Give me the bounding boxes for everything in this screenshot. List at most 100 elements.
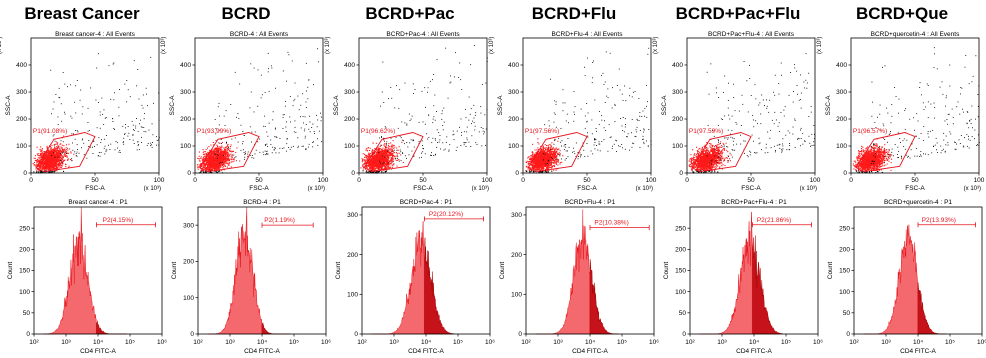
scatter-point	[132, 134, 134, 136]
scatter-point	[413, 93, 414, 94]
scatter-point	[51, 153, 53, 155]
scatter-point	[368, 168, 370, 170]
scatter-x-label: FSC-A	[85, 185, 105, 192]
scatter-point	[317, 48, 318, 50]
scatter-point	[50, 167, 52, 169]
scatter-point	[218, 156, 220, 158]
scatter-point	[50, 169, 52, 171]
scatter-point	[224, 148, 226, 150]
scatter-point	[58, 145, 60, 147]
scatter-point	[226, 149, 228, 151]
scatter-point	[60, 162, 62, 164]
scatter-point	[59, 149, 61, 151]
scatter-point	[221, 165, 223, 167]
scatter-point	[223, 152, 225, 154]
scatter-point	[371, 165, 373, 167]
scatter-point	[311, 127, 313, 128]
scatter-point	[53, 161, 55, 163]
scatter-point	[216, 166, 218, 168]
scatter-point	[64, 153, 66, 155]
scatter-point	[266, 152, 268, 154]
histogram-y-tick-label: 150	[19, 268, 30, 275]
scatter-point	[39, 167, 41, 169]
scatter-point	[362, 159, 364, 161]
scatter-point	[297, 95, 299, 97]
scatter-point	[44, 151, 46, 153]
scatter-point	[370, 161, 372, 163]
scatter-point	[223, 161, 225, 163]
scatter-point	[56, 153, 58, 155]
scatter-point	[298, 109, 300, 111]
scatter-point	[230, 104, 232, 105]
scatter-point	[105, 117, 107, 118]
scatter-point	[41, 167, 43, 169]
scatter-point	[442, 129, 444, 131]
scatter-point	[539, 167, 541, 169]
scatter-point	[384, 160, 386, 162]
scatter-point	[220, 153, 222, 155]
scatter-point	[103, 109, 105, 111]
scatter-point	[45, 157, 47, 159]
scatter-point	[389, 154, 391, 156]
scatter-point	[215, 171, 217, 173]
scatter-point	[37, 154, 39, 156]
scatter-point	[47, 149, 49, 151]
scatter-point	[396, 153, 398, 155]
scatter-point	[215, 151, 217, 153]
scatter-point	[150, 144, 152, 146]
scatter-point	[40, 161, 42, 163]
scatter-point	[365, 155, 367, 157]
scatter-point	[447, 97, 449, 99]
scatter-point	[387, 150, 389, 152]
scatter-point	[387, 158, 389, 160]
scatter-point	[75, 153, 77, 155]
scatter-point	[37, 168, 39, 170]
scatter-point	[137, 141, 139, 143]
scatter-point	[471, 123, 472, 125]
scatter-point	[43, 163, 45, 165]
scatter-point	[385, 159, 387, 161]
scatter-point	[390, 142, 392, 144]
scatter-point	[228, 160, 230, 162]
scatter-point	[209, 162, 211, 164]
scatter-point	[367, 165, 369, 167]
scatter-point	[237, 141, 239, 143]
scatter-point	[375, 156, 377, 158]
scatter-point	[375, 158, 377, 160]
scatter-point	[206, 169, 208, 171]
scatter-x-label: FSC-A	[413, 185, 433, 192]
scatter-point	[244, 158, 245, 160]
scatter-point	[51, 160, 53, 162]
scatter-point	[453, 133, 455, 135]
scatter-point	[385, 151, 387, 153]
scatter-point	[217, 153, 218, 155]
scatter-point	[57, 160, 59, 162]
scatter-x-multiplier: (x 10³)	[144, 186, 161, 192]
scatter-point	[46, 166, 48, 168]
scatter-point	[59, 151, 61, 153]
scatter-point	[218, 102, 220, 104]
scatter-point	[381, 148, 383, 150]
scatter-point	[36, 170, 38, 172]
scatter-point	[385, 154, 387, 156]
scatter-point	[381, 136, 382, 137]
scatter-point	[282, 114, 284, 116]
scatter-point	[54, 159, 56, 161]
scatter-point	[212, 158, 214, 160]
scatter-point	[235, 160, 237, 162]
scatter-point	[220, 165, 222, 167]
scatter-point	[74, 151, 76, 153]
scatter-point	[367, 159, 369, 161]
scatter-point	[215, 163, 217, 165]
scatter-point	[402, 153, 404, 154]
scatter-point	[205, 172, 207, 174]
scatter-point	[205, 160, 207, 162]
scatter-point	[48, 159, 50, 161]
scatter-point	[386, 167, 388, 169]
scatter-point	[459, 62, 461, 64]
scatter-point	[44, 168, 46, 170]
scatter-point	[383, 151, 385, 153]
scatter-point	[306, 90, 307, 92]
scatter-point	[58, 160, 60, 162]
scatter-point	[41, 171, 43, 173]
